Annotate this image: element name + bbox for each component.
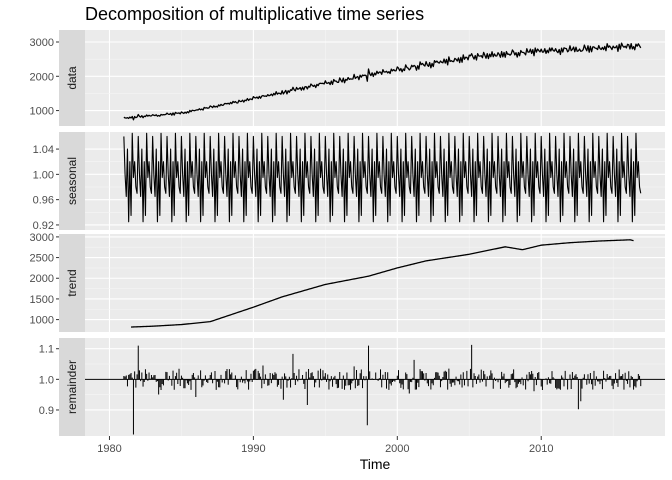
x-axis-title: Time	[360, 456, 391, 472]
y-tick-label: 1.0	[39, 374, 54, 386]
strip-seasonal	[59, 132, 85, 230]
strip-label-data: data	[65, 66, 79, 90]
x-tick-label: 1980	[97, 443, 121, 455]
panel-background	[85, 234, 665, 332]
y-tick-label: 1500	[30, 294, 54, 306]
strip-label-seasonal: seasonal	[65, 157, 79, 205]
y-tick-label: 0.92	[33, 220, 54, 232]
strip-trend	[59, 234, 85, 332]
data-line	[123, 42, 642, 121]
panel-trend: trend 1000 1500 2000 2500 3000	[30, 232, 665, 332]
strip-label-remainder: remainder	[65, 360, 79, 414]
x-tick-label: 1990	[241, 443, 265, 455]
y-tick-label: 3000	[30, 37, 54, 49]
strip-data	[59, 30, 85, 126]
panels: data 1000 2000 3000 seasonal 0.92 0.96 1.00 1.04…	[30, 30, 665, 436]
seasonal-line	[123, 132, 642, 223]
y-tick-label: 2000	[30, 71, 54, 83]
y-tick-label: 1.04	[33, 144, 54, 156]
strip-remainder	[59, 338, 85, 436]
y-tick-label: 3000	[30, 232, 54, 244]
y-tick-label: 2500	[30, 253, 54, 265]
y-tick-label: 2000	[30, 273, 54, 285]
y-tick-label: 1.00	[33, 169, 54, 181]
strip-label-trend: trend	[65, 269, 79, 296]
y-tick-label: 0.9	[39, 405, 54, 417]
panel-background	[85, 30, 665, 126]
y-tick-label: 1000	[30, 315, 54, 327]
x-tick-label: 2000	[385, 443, 409, 455]
panel-remainder: remainder 0.9 1.0 1.1	[39, 338, 665, 436]
y-tick-label: 1000	[30, 106, 54, 118]
y-tick-label: 0.96	[33, 195, 54, 207]
chart-title: Decomposition of multiplicative time ser…	[85, 4, 424, 24]
x-tick-label: 2010	[529, 443, 553, 455]
panel-seasonal: seasonal 0.92 0.96 1.00 1.04	[33, 132, 665, 232]
trend-line	[131, 239, 634, 328]
panel-data: data 1000 2000 3000	[30, 30, 665, 126]
x-axis: 1980 1990 2000 2010	[97, 436, 553, 455]
y-tick-label: 1.1	[39, 344, 54, 356]
